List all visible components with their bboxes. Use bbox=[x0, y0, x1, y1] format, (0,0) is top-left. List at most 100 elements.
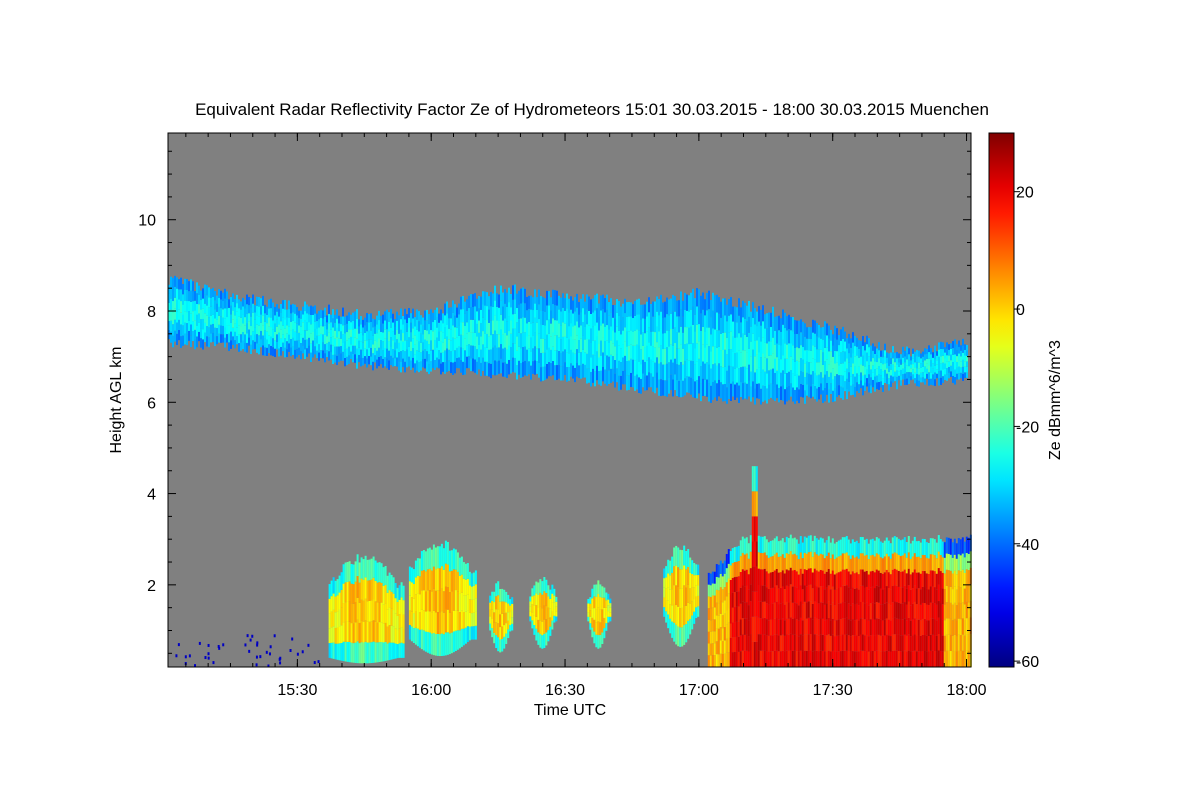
ze-cell bbox=[312, 331, 314, 341]
ze-cell bbox=[350, 603, 353, 624]
ze-cell bbox=[396, 357, 398, 367]
ze-cell bbox=[318, 310, 320, 320]
ze-cell bbox=[760, 372, 762, 389]
ze-cell bbox=[586, 368, 588, 384]
ze-cell bbox=[680, 379, 682, 398]
ze-cell bbox=[929, 538, 932, 555]
ze-cell bbox=[966, 361, 968, 367]
ze-cell bbox=[552, 304, 554, 319]
ze-cell bbox=[827, 650, 830, 667]
ze-cell bbox=[932, 363, 934, 369]
ze-cell bbox=[835, 541, 838, 558]
ze-cell bbox=[366, 340, 368, 350]
ze-cell bbox=[354, 642, 357, 663]
ze-cell bbox=[616, 368, 618, 383]
ze-cell bbox=[729, 565, 732, 580]
ze-cell bbox=[539, 579, 542, 593]
ze-cell bbox=[887, 603, 890, 620]
ze-cell bbox=[723, 560, 726, 574]
ze-cell bbox=[766, 343, 768, 359]
ze-cell bbox=[898, 371, 900, 376]
ze-cell bbox=[878, 374, 880, 382]
ze-cell bbox=[842, 387, 844, 400]
ze-cell bbox=[360, 599, 363, 621]
ze-cell bbox=[260, 339, 262, 348]
ze-cell bbox=[589, 616, 592, 624]
ze-cell bbox=[883, 588, 886, 604]
ze-cell bbox=[896, 351, 898, 359]
ze-cell bbox=[370, 600, 373, 622]
ze-cell bbox=[474, 319, 476, 333]
ze-cell bbox=[665, 600, 668, 612]
ze-cell bbox=[543, 605, 546, 620]
ze-cell bbox=[434, 633, 437, 656]
ze-cell bbox=[805, 553, 808, 571]
ze-cell bbox=[260, 298, 262, 307]
ze-cell bbox=[794, 320, 796, 335]
ze-cell bbox=[172, 312, 174, 325]
ze-cell bbox=[392, 313, 394, 323]
ze-cell bbox=[694, 381, 696, 399]
ze-cell bbox=[799, 617, 802, 635]
ze-cell bbox=[936, 364, 938, 370]
ze-cell bbox=[938, 349, 940, 357]
ze-cell bbox=[300, 334, 302, 344]
ze-cell bbox=[874, 384, 876, 392]
ze-cell bbox=[324, 335, 326, 345]
ze-cell bbox=[240, 342, 242, 351]
ze-cell bbox=[420, 609, 423, 630]
ze-cell bbox=[300, 326, 302, 335]
ze-cell bbox=[328, 341, 330, 352]
ze-cell bbox=[780, 372, 782, 387]
ze-cell bbox=[899, 587, 902, 604]
ze-cell bbox=[346, 332, 348, 341]
ze-cell bbox=[264, 347, 266, 356]
ze-cell bbox=[697, 606, 700, 617]
ze-cell bbox=[406, 340, 408, 350]
ze-cell bbox=[552, 318, 554, 333]
ze-cell bbox=[604, 326, 606, 341]
ze-cell bbox=[550, 349, 552, 364]
ze-cell bbox=[843, 585, 846, 603]
ze-cell bbox=[500, 314, 502, 330]
ze-cell bbox=[830, 351, 832, 362]
ze-cell bbox=[708, 364, 710, 384]
ze-cell bbox=[697, 595, 700, 607]
ze-cell bbox=[410, 567, 413, 583]
ze-cell bbox=[368, 339, 370, 348]
ze-cell bbox=[424, 349, 426, 359]
ze-cell bbox=[570, 296, 572, 310]
ze-cell bbox=[410, 597, 413, 612]
ze-cell bbox=[216, 336, 218, 345]
ze-cell bbox=[406, 314, 408, 324]
ze-cell bbox=[669, 589, 672, 605]
ze-cell bbox=[456, 610, 459, 631]
ze-cell bbox=[400, 308, 402, 320]
ze-cell bbox=[597, 635, 600, 649]
ze-cell bbox=[719, 627, 722, 641]
ze-cell bbox=[674, 358, 676, 375]
ze-cell bbox=[731, 577, 734, 593]
ze-cell bbox=[741, 569, 744, 586]
ze-cell bbox=[906, 372, 908, 379]
ze-cell bbox=[731, 607, 734, 623]
ze-cell bbox=[486, 347, 488, 362]
ze-cell bbox=[580, 312, 582, 326]
ze-cell bbox=[754, 372, 756, 389]
ze-cell bbox=[918, 356, 920, 363]
ze-cell bbox=[712, 328, 714, 347]
ze-cell bbox=[628, 345, 630, 361]
ze-cell bbox=[368, 330, 370, 340]
ze-cell bbox=[836, 328, 838, 340]
ze-cell bbox=[448, 328, 450, 340]
ze-cell bbox=[922, 377, 924, 383]
ze-cell bbox=[364, 356, 366, 364]
ze-cell bbox=[632, 318, 634, 332]
ze-cell bbox=[374, 319, 376, 327]
ze-cell bbox=[720, 317, 722, 334]
ze-cell bbox=[761, 569, 764, 586]
ze-cell bbox=[852, 332, 854, 343]
ze-cell bbox=[883, 556, 886, 573]
ze-cell bbox=[440, 633, 443, 656]
ze-cell bbox=[856, 337, 858, 347]
